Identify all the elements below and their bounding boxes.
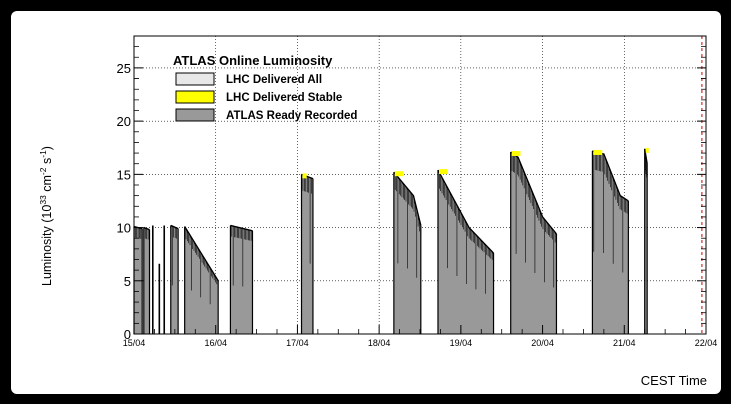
y-tick-label: 20 <box>117 114 131 129</box>
stable-beam-marker <box>438 169 448 175</box>
recorded-fill <box>170 225 179 334</box>
recorded-outline <box>184 226 219 282</box>
recorded-fill <box>134 226 143 334</box>
legend-swatch-delivered-all <box>175 72 215 86</box>
stable-beam-marker <box>511 151 521 157</box>
legend-label-delivered-stable: LHC Delivered Stable <box>226 92 342 104</box>
legend-title: ATLAS Online Luminosity <box>173 53 333 68</box>
stable-beam-marker <box>645 147 649 153</box>
y-axis-label: Luminosity (1033 cm-2 s-1) <box>38 146 54 286</box>
y-tick-label: 0 <box>124 327 131 342</box>
legend: ATLAS Online Luminosity LHC Delivered Al… <box>173 53 357 122</box>
recorded-fill <box>592 150 629 334</box>
data-fills <box>133 147 649 334</box>
recorded-outline <box>143 226 150 231</box>
x-tick-label: 16/04 <box>204 338 227 348</box>
y-axis: 0 5 10 15 20 25 <box>117 35 706 342</box>
legend-swatch-ready-recorded <box>175 108 215 122</box>
y-tick-label: 25 <box>117 61 131 76</box>
recorded-fill <box>510 152 557 334</box>
plot-canvas: 0 5 10 15 20 25 15/04 16/04 17/04 18/04 19/04 20/0… <box>11 11 721 394</box>
recorded-fill <box>437 170 494 334</box>
recorded-outline <box>393 171 422 226</box>
legend-label-delivered-all: LHC Delivered All <box>226 74 322 86</box>
recorded-fill <box>230 225 253 334</box>
y-tick-label: 15 <box>117 167 131 182</box>
luminosity-chart: 0 5 10 15 20 25 15/04 16/04 17/04 18/04 19/04 20/0… <box>38 35 718 388</box>
recorded-outline <box>230 224 253 232</box>
stable-beam-marker <box>394 171 404 177</box>
recorded-outline <box>437 169 495 254</box>
x-tick-label: 22/04 <box>695 338 718 348</box>
x-axis: 15/04 16/04 17/04 18/04 19/04 20/04 21/04 22/04 <box>123 325 718 348</box>
recorded-fill <box>644 148 648 334</box>
y-tick-label: 5 <box>124 274 131 289</box>
recorded-fill <box>184 226 219 334</box>
x-tick-label: 18/04 <box>368 338 391 348</box>
legend-swatch-delivered-stable <box>175 90 215 104</box>
recorded-outline <box>170 224 179 230</box>
recorded-fill <box>301 174 313 334</box>
recorded-fill <box>143 227 150 334</box>
x-tick-label: 17/04 <box>286 338 309 348</box>
legend-label-ready-recorded: ATLAS Ready Recorded <box>226 110 357 122</box>
x-tick-label: 20/04 <box>531 338 554 348</box>
x-tick-label: 19/04 <box>450 338 473 348</box>
y-tick-label: 10 <box>117 221 131 236</box>
stable-beam-marker <box>302 173 307 179</box>
x-tick-label: 21/04 <box>613 338 636 348</box>
x-tick-label: 15/04 <box>123 338 146 348</box>
x-axis-label: CEST Time <box>641 373 707 388</box>
stable-beam-marker <box>593 149 603 155</box>
